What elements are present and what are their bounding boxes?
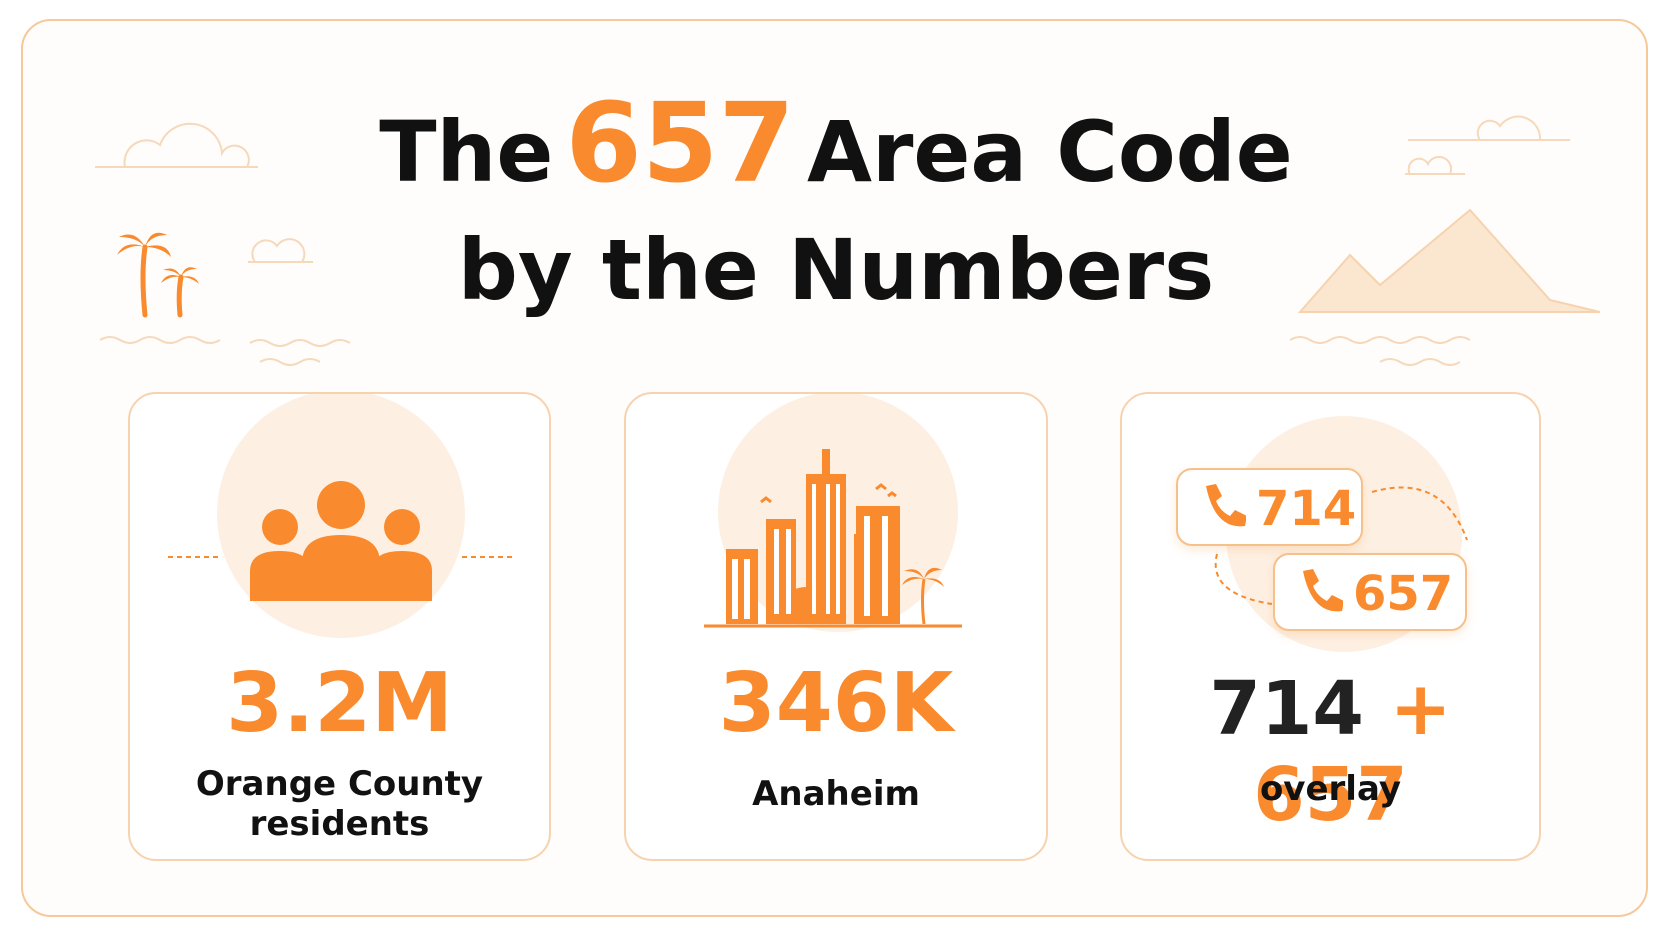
phone-icon xyxy=(1206,484,1246,527)
stat-value: 346K xyxy=(718,656,954,751)
title-line-1: The 657 Area Code xyxy=(0,88,1672,207)
stat-part: + xyxy=(1389,666,1452,752)
stat-label: overlay xyxy=(1259,769,1402,809)
stat-value: 3.2M xyxy=(226,656,453,751)
stat-card: 3.2M Orange County residents xyxy=(128,392,551,861)
stat-card: 346K Anaheim xyxy=(624,392,1048,861)
title-highlight: 657 xyxy=(565,79,795,207)
badge: 714 xyxy=(1176,468,1363,546)
stat-label: Anaheim xyxy=(752,774,920,814)
stat-value: 714 + 657 xyxy=(1122,666,1539,838)
title-line-2: by the Numbers xyxy=(457,221,1215,319)
title-prefix: The xyxy=(379,103,554,201)
badge-text: 657 xyxy=(1353,566,1454,622)
stat-label: Orange County residents xyxy=(195,764,484,844)
city-icon xyxy=(704,394,962,632)
stat-part: 714 xyxy=(1209,666,1364,752)
phone-icon xyxy=(1303,569,1343,612)
stat-part: 657 xyxy=(1253,752,1408,838)
badge: 657 xyxy=(1273,553,1467,631)
title-suffix: Area Code xyxy=(806,103,1293,201)
people-icon xyxy=(168,394,514,638)
badge-text: 714 xyxy=(1256,481,1357,537)
stat-card: 714 657 714 + 657 overlay xyxy=(1120,392,1541,861)
